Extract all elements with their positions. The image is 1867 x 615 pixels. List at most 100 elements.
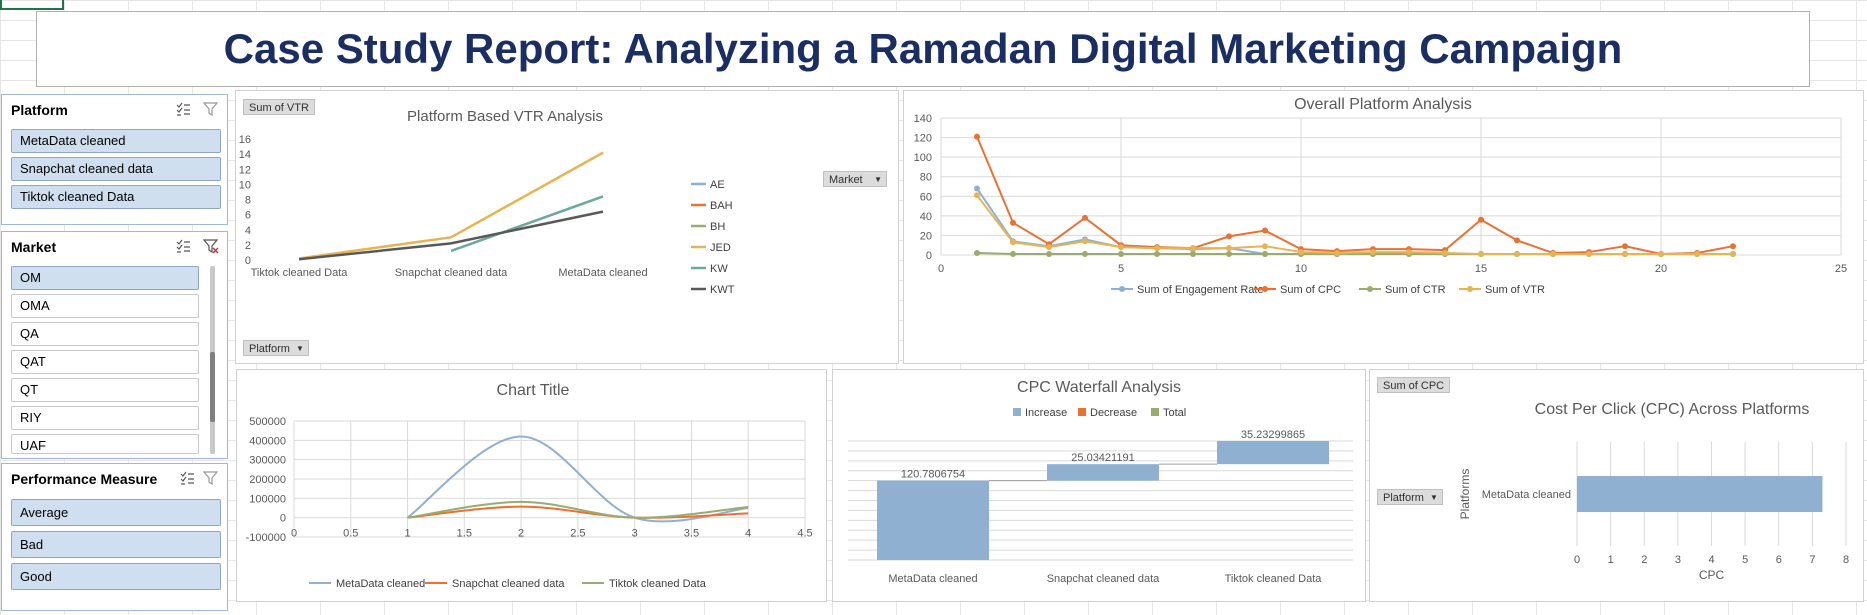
- data-point: [1694, 251, 1700, 258]
- data-point: [1046, 244, 1052, 251]
- x-tick-label: Snapchat cleaned data: [395, 267, 508, 279]
- chart-title-chart[interactable]: Chart Title -100000 0 100000 200000 300000 400…: [236, 369, 827, 602]
- data-point: [1370, 249, 1376, 256]
- overall-platform-chart[interactable]: Overall Platform Analysis 0 20 40 60 80 100 120…: [903, 90, 1864, 364]
- data-point: [974, 133, 980, 140]
- slicer-item-tiktok[interactable]: Tiktok cleaned Data: [11, 185, 221, 209]
- slicer-item-qa[interactable]: QA: [11, 322, 199, 346]
- data-point: [1334, 250, 1340, 257]
- data-point: [1514, 251, 1520, 258]
- data-point: [974, 250, 980, 257]
- slicer-item-om[interactable]: OM: [11, 266, 199, 290]
- clear-filter-icon[interactable]: [203, 101, 219, 117]
- slicer-item-good[interactable]: Good: [11, 563, 221, 590]
- slicer-item-qat[interactable]: QAT: [11, 350, 199, 374]
- x-tick-label: 3: [632, 528, 638, 540]
- legend-label-kwt: KWT: [710, 284, 735, 296]
- y-tick-label: 6: [245, 210, 251, 222]
- x-tick-label: 0.5: [343, 528, 358, 540]
- x-tick-label: 25: [1835, 263, 1847, 275]
- market-scroll-thumb[interactable]: [210, 352, 215, 422]
- sum-of-vtr-field-button[interactable]: Sum of VTR: [243, 99, 315, 115]
- data-point: [1658, 251, 1664, 258]
- y-axis-title: Platforms: [1458, 469, 1472, 520]
- series-curve-1: [407, 505, 749, 519]
- x-tick-label: 1: [404, 528, 410, 540]
- legend-label-bah: BAH: [710, 200, 733, 212]
- selected-cell[interactable]: [0, 0, 64, 10]
- data-point: [974, 192, 980, 199]
- x-tick-label: 1.5: [457, 528, 472, 540]
- data-point: [1082, 238, 1088, 245]
- data-point: [1550, 251, 1556, 258]
- y-tick-label: 120: [914, 133, 932, 145]
- y-tick-label: 40: [920, 211, 932, 223]
- multi-select-icon[interactable]: [175, 101, 191, 117]
- sum-of-cpc-field-button[interactable]: Sum of CPC: [1377, 377, 1451, 393]
- cpc-chart-svg: Cost Per Click (CPC) Across Platforms 0 1 2…: [1458, 401, 1849, 582]
- multi-select-icon[interactable]: [179, 470, 195, 486]
- waterfall-bar: [1047, 464, 1159, 481]
- data-label: 35.23299865: [1241, 429, 1305, 441]
- cpc-bar: [1577, 476, 1823, 512]
- platform-axis-button[interactable]: Platform ▼: [243, 340, 309, 356]
- y-tick-label: 140: [914, 113, 932, 125]
- x-tick-label: 4.5: [797, 528, 812, 540]
- report-title-box: Case Study Report: Analyzing a Ramadan D…: [36, 11, 1810, 87]
- y-tick-label: 14: [239, 149, 251, 161]
- y-tick-label: 16: [239, 134, 251, 146]
- chart-title: Overall Platform Analysis: [1294, 96, 1472, 113]
- y-tick-label: 0: [926, 250, 932, 262]
- legend-label-2: Sum of CTR: [1385, 284, 1446, 296]
- data-point: [1442, 250, 1448, 257]
- chart-title: CPC Waterfall Analysis: [1017, 379, 1181, 396]
- y-tick-label: 300000: [249, 455, 286, 467]
- slicer-item-bad[interactable]: Bad: [11, 531, 221, 558]
- slicer-item-uaf[interactable]: UAF: [11, 434, 199, 454]
- data-point: [1262, 227, 1268, 234]
- slicer-item-oma[interactable]: OMA: [11, 294, 199, 318]
- x-tick-label: 5: [1742, 554, 1748, 566]
- clear-filter-icon[interactable]: [203, 238, 219, 254]
- platform-axis-button[interactable]: Platform ▼: [1377, 489, 1443, 505]
- series-curve-2: [407, 500, 749, 519]
- data-point: [1046, 251, 1052, 258]
- slicer-item-metadata[interactable]: MetaData cleaned: [11, 129, 221, 153]
- data-point: [1262, 243, 1268, 250]
- cpc-waterfall-chart[interactable]: CPC Waterfall Analysis Increase Decrease To…: [832, 369, 1366, 602]
- slicer-item-average[interactable]: Average: [11, 499, 221, 526]
- series-line-kw: [450, 195, 604, 253]
- legend-swatch-0: [1013, 408, 1021, 416]
- vtr-chart[interactable]: Platform Based VTR Analysis 0 2 4 6 8 10 12 14 16…: [235, 90, 899, 364]
- waterfall-chart-svg: CPC Waterfall Analysis Increase Decrease To…: [848, 379, 1353, 585]
- legend-label-kw: KW: [710, 263, 728, 275]
- data-point: [1478, 251, 1484, 258]
- chart-title: Cost Per Click (CPC) Across Platforms: [1535, 401, 1810, 418]
- performance-slicer: Performance Measure Average Bad Good: [1, 463, 228, 611]
- waterfall-bar: [877, 480, 989, 560]
- legend-label-bh: BH: [710, 221, 725, 233]
- legend-label-1: Sum of CPC: [1280, 284, 1341, 296]
- data-point: [1406, 249, 1412, 256]
- series-line-3: [976, 194, 1733, 256]
- market-legend-button[interactable]: Market ▼: [823, 171, 887, 187]
- y-tick-label: 100000: [249, 493, 286, 505]
- x-tick-label: 4: [745, 528, 751, 540]
- curve-chart-svg: Chart Title-1000000100000200000300000400…: [246, 382, 813, 590]
- clear-filter-icon[interactable]: [203, 470, 219, 486]
- platform-axis-button-label: Platform: [1383, 492, 1424, 504]
- series-line-jed: [298, 151, 604, 260]
- x-tick-label: Tiktok cleaned Data: [1225, 573, 1323, 585]
- slicer-item-snapchat[interactable]: Snapchat cleaned data: [11, 157, 221, 181]
- legend-label-0: Increase: [1025, 407, 1067, 419]
- y-tick-label: 4: [245, 225, 251, 237]
- legend-label-ae: AE: [710, 179, 725, 191]
- vtr-chart-svg: Platform Based VTR Analysis 0 2 4 6 8 10 12 14 16…: [239, 108, 735, 296]
- slicer-item-riy[interactable]: RIY: [11, 406, 199, 430]
- waterfall-bar: [1217, 441, 1329, 465]
- multi-select-icon[interactable]: [175, 238, 191, 254]
- cpc-platforms-chart[interactable]: Cost Per Click (CPC) Across Platforms 0 1 2…: [1369, 369, 1864, 602]
- data-point: [1514, 237, 1520, 244]
- slicer-item-qt[interactable]: QT: [11, 378, 199, 402]
- dropdown-arrow-icon: ▼: [1430, 493, 1438, 502]
